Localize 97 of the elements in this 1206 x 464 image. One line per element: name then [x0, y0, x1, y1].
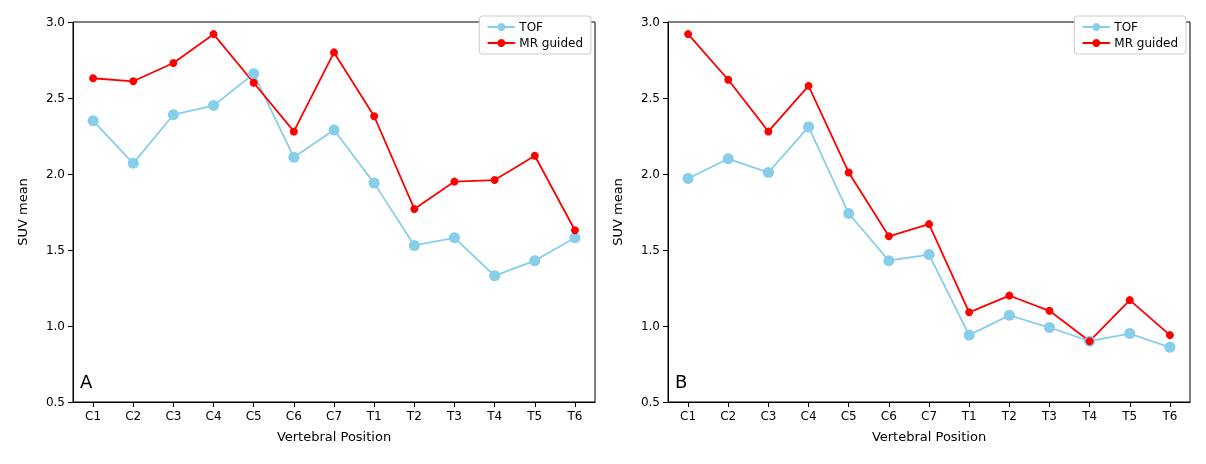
- x-tick-label: T1: [960, 409, 977, 423]
- y-tick-label: 0.5: [45, 395, 65, 409]
- x-tick-label: T5: [1121, 409, 1138, 423]
- x-tick-label: C1: [680, 409, 697, 423]
- point: [1125, 296, 1134, 305]
- point: [803, 121, 815, 133]
- y-tick-label: 3.0: [45, 15, 65, 29]
- point: [682, 173, 694, 185]
- x-tick-label: T1: [365, 409, 382, 423]
- point: [127, 157, 139, 169]
- x-tick-label: C3: [165, 409, 182, 423]
- point: [843, 208, 855, 220]
- point: [289, 127, 298, 136]
- point: [208, 100, 220, 112]
- x-tick-label: T4: [1081, 409, 1098, 423]
- x-tick-label: T3: [445, 409, 462, 423]
- x-tick-label: C5: [245, 409, 262, 423]
- point: [89, 74, 98, 83]
- point: [722, 153, 734, 165]
- annotation: B: [675, 370, 688, 392]
- point: [410, 204, 419, 213]
- y-tick-label: 1.5: [640, 243, 660, 257]
- x-tick-label: T6: [1161, 409, 1178, 423]
- point: [368, 177, 380, 189]
- x-tick-label: C4: [205, 409, 222, 423]
- y-axis-title: SUV mean: [15, 178, 30, 246]
- point: [529, 255, 541, 267]
- x-tick-label: C6: [880, 409, 897, 423]
- point: [169, 59, 178, 68]
- point: [448, 232, 460, 244]
- x-tick-label: C6: [285, 409, 302, 423]
- point: [489, 270, 501, 282]
- legend-label: MR guided: [1114, 36, 1179, 50]
- point: [328, 124, 340, 136]
- y-tick-label: 0.5: [640, 395, 660, 409]
- x-tick-label: C7: [325, 409, 343, 423]
- legend-label: MR guided: [519, 36, 584, 50]
- y-tick-label: 1.5: [45, 243, 65, 257]
- point: [1043, 322, 1055, 334]
- x-tick-label: T6: [566, 409, 583, 423]
- point: [1003, 309, 1015, 321]
- point: [684, 30, 693, 39]
- x-tick-label: C5: [840, 409, 857, 423]
- point: [884, 232, 893, 241]
- point: [1165, 331, 1174, 340]
- point: [530, 151, 539, 160]
- x-axis-title: Vertebral Position: [871, 429, 987, 444]
- x-tick-label: C1: [85, 409, 102, 423]
- point: [923, 249, 935, 261]
- y-axis-title: SUV mean: [610, 178, 625, 246]
- point: [129, 77, 138, 86]
- point: [167, 109, 179, 121]
- y-tick-label: 2.0: [45, 167, 65, 181]
- point: [844, 168, 853, 177]
- annotation: A: [80, 370, 93, 392]
- point: [1164, 341, 1176, 353]
- x-tick-label: T5: [526, 409, 543, 423]
- x-tick-label: C3: [760, 409, 777, 423]
- point: [925, 220, 933, 229]
- x-tick-label: T2: [1000, 409, 1017, 423]
- x-tick-label: T2: [405, 409, 422, 423]
- point: [288, 151, 300, 163]
- x-tick-label: C7: [920, 409, 938, 423]
- point: [248, 68, 260, 80]
- y-tick-label: 1.0: [640, 319, 660, 333]
- y-tick-label: 1.0: [45, 319, 65, 333]
- point: [804, 81, 813, 90]
- point: [87, 115, 99, 127]
- point: [883, 255, 895, 267]
- legend-label: TOF: [1113, 20, 1139, 34]
- point: [762, 166, 774, 178]
- point: [408, 239, 420, 251]
- y-tick-label: 2.5: [640, 91, 660, 105]
- x-tick-label: C2: [720, 409, 737, 423]
- y-tick-label: 2.0: [640, 167, 660, 181]
- y-tick-label: 3.0: [640, 15, 660, 29]
- point: [249, 78, 258, 87]
- point: [570, 226, 579, 235]
- point: [724, 75, 733, 84]
- y-tick-label: 2.5: [45, 91, 65, 105]
- point: [1045, 306, 1054, 315]
- point: [490, 176, 499, 185]
- point: [963, 329, 975, 341]
- point: [1124, 328, 1136, 340]
- point: [764, 127, 773, 136]
- point: [330, 48, 338, 57]
- point: [450, 177, 459, 186]
- x-tick-label: T3: [1040, 409, 1057, 423]
- x-tick-label: C4: [800, 409, 817, 423]
- point: [965, 308, 974, 317]
- x-tick-label: C2: [125, 409, 142, 423]
- x-axis-title: Vertebral Position: [276, 429, 392, 444]
- point: [1005, 291, 1014, 300]
- x-tick-label: T4: [486, 409, 503, 423]
- legend-label: TOF: [518, 20, 544, 34]
- point: [209, 30, 218, 39]
- point: [370, 112, 379, 121]
